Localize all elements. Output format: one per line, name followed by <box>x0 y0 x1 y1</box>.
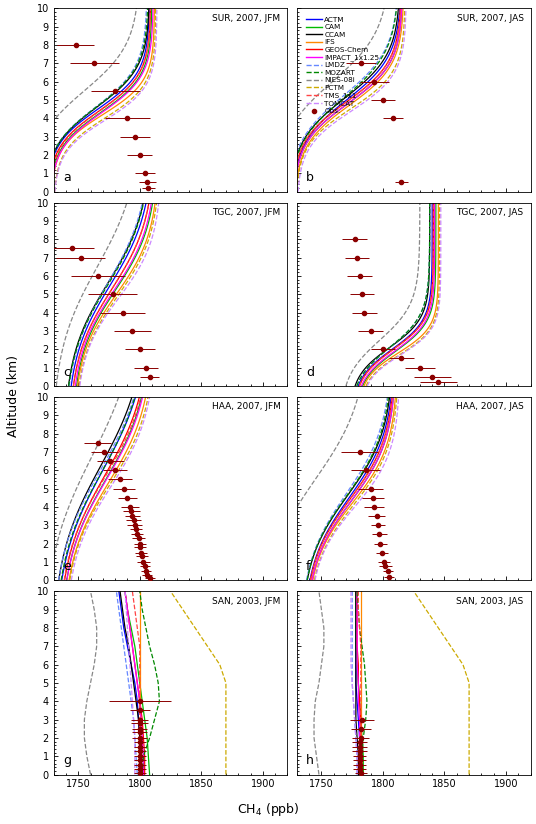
Text: h: h <box>306 754 314 767</box>
Text: g: g <box>63 754 71 767</box>
Text: SUR, 2007, JAS: SUR, 2007, JAS <box>457 14 524 23</box>
Text: SUR, 2007, JFM: SUR, 2007, JFM <box>212 14 280 23</box>
Text: c: c <box>63 366 70 378</box>
Text: d: d <box>306 366 314 378</box>
Text: HAA, 2007, JFM: HAA, 2007, JFM <box>212 402 280 411</box>
Text: b: b <box>306 171 314 185</box>
Text: Altitude (km): Altitude (km) <box>7 354 20 437</box>
Legend: ACTM, CAM, CCAM, IFS, GEOS-Chem, IMPACT_1x1.25, LMDZ, MOZART, NIES-08i, PCTM, TM: ACTM, CAM, CCAM, IFS, GEOS-Chem, IMPACT_… <box>303 14 382 117</box>
Text: TGC, 2007, JAS: TGC, 2007, JAS <box>457 208 524 217</box>
Text: a: a <box>63 171 71 185</box>
Text: e: e <box>63 559 71 573</box>
Text: SAN, 2003, JAS: SAN, 2003, JAS <box>456 597 524 606</box>
Text: SAN, 2003, JFM: SAN, 2003, JFM <box>212 597 280 606</box>
Text: CH$_4$ (ppb): CH$_4$ (ppb) <box>237 801 299 817</box>
Text: f: f <box>306 559 311 573</box>
Text: HAA, 2007, JAS: HAA, 2007, JAS <box>456 402 524 411</box>
Text: TGC, 2007, JFM: TGC, 2007, JFM <box>212 208 280 217</box>
